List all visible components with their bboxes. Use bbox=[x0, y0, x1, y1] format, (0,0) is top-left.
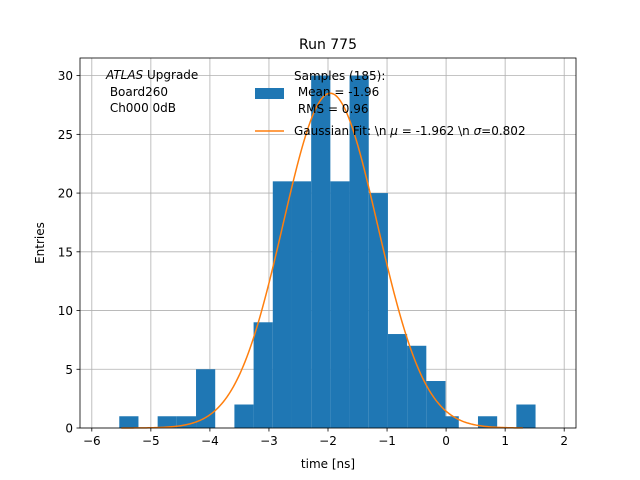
y-axis-label: Entries bbox=[33, 222, 47, 264]
fit-label-suffix: =0.802 bbox=[481, 124, 525, 138]
y-tick-label: 5 bbox=[65, 363, 73, 377]
histogram-bar bbox=[426, 381, 446, 428]
fit-mu-symbol: μ bbox=[389, 124, 398, 138]
histogram-bar bbox=[330, 181, 350, 428]
legend-samples-line-3: RMS = 0.96 bbox=[294, 102, 369, 116]
histogram-bar bbox=[516, 404, 536, 428]
histogram-bar bbox=[196, 369, 216, 428]
x-tick-label: −4 bbox=[201, 434, 219, 448]
fit-sigma-symbol: σ bbox=[474, 124, 482, 138]
x-tick-label: 0 bbox=[442, 434, 450, 448]
histogram-bar bbox=[272, 181, 292, 428]
legend-samples-line-1: Samples (185): bbox=[294, 69, 385, 83]
histogram-bar bbox=[119, 416, 139, 428]
annotation-line-2: Board260 bbox=[106, 85, 168, 99]
chart-title: Run 775 bbox=[299, 37, 357, 53]
histogram-bar bbox=[176, 416, 197, 428]
legend: Samples (185): Mean = -1.96 RMS = 0.96 G… bbox=[255, 69, 526, 138]
x-tick-label: 1 bbox=[501, 434, 509, 448]
y-tick-label: 15 bbox=[58, 245, 73, 259]
legend-fit-label: Gaussian Fit: \n μ = -1.962 \n σ=0.802 bbox=[294, 124, 526, 138]
histogram-bar bbox=[311, 75, 331, 428]
legend-swatch-samples bbox=[255, 88, 284, 99]
annotation-line-3: Ch000 0dB bbox=[106, 101, 176, 115]
histogram-bar bbox=[387, 334, 408, 428]
histogram-bar bbox=[477, 416, 498, 428]
y-tick-label: 0 bbox=[65, 422, 73, 436]
gaussian-fit-curve bbox=[121, 92, 523, 429]
x-tick-label: 2 bbox=[560, 434, 568, 448]
atlas-annotation: ATLAS Upgrade Board260 Ch000 0dB bbox=[105, 68, 198, 115]
y-tick-label: 25 bbox=[58, 128, 73, 142]
x-tick-label: −3 bbox=[260, 434, 278, 448]
histogram-bar bbox=[445, 416, 459, 428]
histogram-bar bbox=[157, 416, 177, 428]
histogram-bar bbox=[291, 181, 312, 428]
histogram-bars bbox=[119, 75, 536, 428]
fit-label-mid: = -1.962 \n bbox=[398, 124, 474, 138]
y-tick-label: 30 bbox=[58, 69, 73, 83]
annotation-upgrade: Upgrade bbox=[143, 68, 198, 82]
y-tick-label: 20 bbox=[58, 187, 73, 201]
legend-samples-line-2: Mean = -1.96 bbox=[294, 85, 379, 99]
histogram-bar bbox=[349, 75, 369, 428]
atlas-italic: ATLAS bbox=[105, 68, 144, 82]
x-tick-label: −5 bbox=[142, 434, 160, 448]
annotation-line-1: ATLAS Upgrade bbox=[105, 68, 198, 82]
x-tick-label: −2 bbox=[319, 434, 337, 448]
y-tick-label: 10 bbox=[58, 304, 73, 318]
x-tick-label: −1 bbox=[378, 434, 396, 448]
x-axis-ticks: −6 −5 −4 −3 −2 −1 0 1 2 bbox=[83, 428, 568, 448]
x-tick-label: −6 bbox=[83, 434, 101, 448]
y-axis-ticks: 0 5 10 15 20 25 30 bbox=[58, 69, 80, 436]
x-axis-label: time [ns] bbox=[301, 457, 355, 471]
histogram-bar bbox=[407, 345, 427, 428]
histogram-bar bbox=[253, 322, 273, 428]
histogram-bar bbox=[234, 404, 254, 428]
fit-label-prefix: Gaussian Fit: \n bbox=[294, 124, 390, 138]
